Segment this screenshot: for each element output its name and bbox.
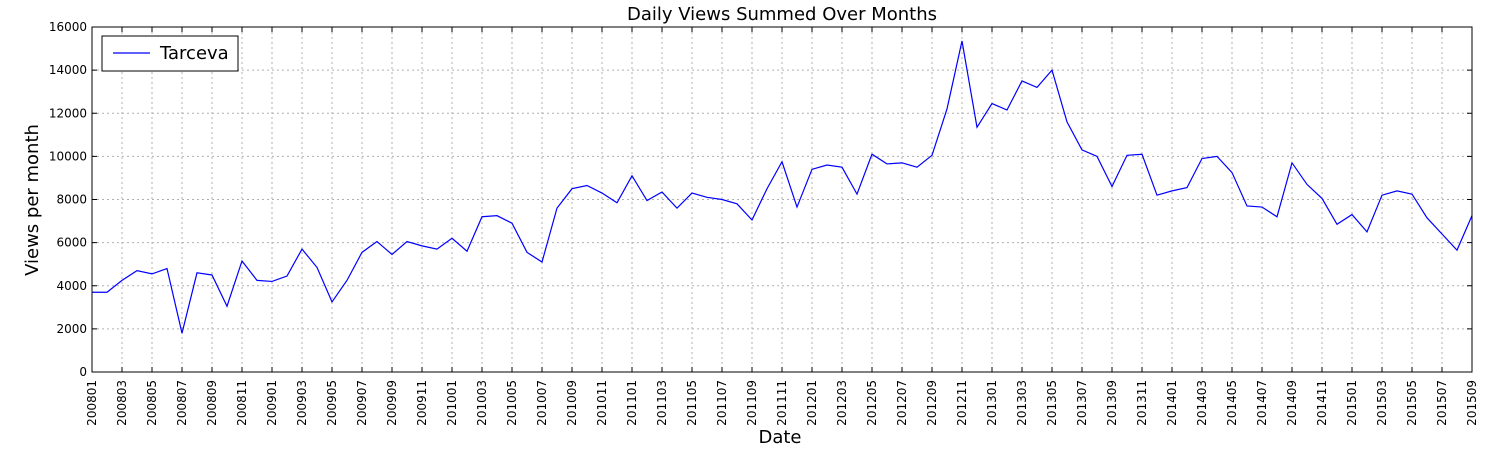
y-tick-label: 14000 [49, 63, 87, 77]
x-tick-label: 201101 [625, 380, 639, 426]
x-tick-label: 201401 [1165, 380, 1179, 426]
x-tick-label: 200809 [205, 380, 219, 426]
y-tick-label: 16000 [49, 20, 87, 34]
x-tick-label: 201009 [565, 380, 579, 426]
x-tick-label: 201407 [1255, 380, 1269, 426]
x-tick-label: 201305 [1045, 380, 1059, 426]
x-tick-label: 201409 [1285, 380, 1299, 426]
legend: Tarceva [101, 35, 239, 72]
x-tick-label: 201005 [505, 380, 519, 426]
x-tick-label: 201309 [1105, 380, 1119, 426]
x-tick-label: 201211 [955, 380, 969, 426]
x-tick-label: 201207 [895, 380, 909, 426]
x-tick-label: 200805 [145, 380, 159, 426]
x-tick-label: 201503 [1375, 380, 1389, 426]
x-tick-label: 200911 [415, 380, 429, 426]
x-tick-label: 201107 [715, 380, 729, 426]
x-tick-label: 200903 [295, 380, 309, 426]
axis-ticks [91, 26, 1473, 373]
x-tick-label: 200801 [85, 380, 99, 426]
x-tick-label: 201111 [775, 380, 789, 426]
x-tick-label: 200811 [235, 380, 249, 426]
y-tick-label: 6000 [56, 236, 87, 250]
x-tick-label: 200909 [385, 380, 399, 426]
grid-lines [92, 27, 1472, 372]
x-tick-label: 201403 [1195, 380, 1209, 426]
x-tick-label: 201001 [445, 380, 459, 426]
legend-label: Tarceva [159, 43, 229, 64]
x-tick-label: 201209 [925, 380, 939, 426]
x-tick-label: 200901 [265, 380, 279, 426]
x-tick-label: 201203 [835, 380, 849, 426]
plot-frame [91, 26, 1473, 373]
y-tick-label: 10000 [49, 149, 87, 163]
x-tick-labels: 200801 200803 200805 200807 200809 200811 2009… [85, 380, 1479, 426]
x-tick-label: 201311 [1135, 380, 1149, 426]
series-line-tarceva [92, 40, 1473, 334]
x-axis-label: Date [758, 427, 801, 448]
y-tick-label: 4000 [56, 279, 87, 293]
x-tick-label: 201201 [805, 380, 819, 426]
x-tick-label: 201003 [475, 380, 489, 426]
y-axis-label: Views per month [22, 124, 43, 276]
x-tick-label: 201411 [1315, 380, 1329, 426]
chart-title: Daily Views Summed Over Months [627, 4, 937, 25]
x-tick-label: 201301 [985, 380, 999, 426]
x-tick-label: 201505 [1405, 380, 1419, 426]
x-tick-label: 201507 [1435, 380, 1449, 426]
x-tick-label: 200803 [115, 380, 129, 426]
y-tick-label: 2000 [56, 322, 87, 336]
x-tick-label: 201501 [1345, 380, 1359, 426]
x-tick-label: 200907 [355, 380, 369, 426]
x-tick-label: 201205 [865, 380, 879, 426]
y-tick-label: 12000 [49, 106, 87, 120]
x-tick-label: 201109 [745, 380, 759, 426]
x-tick-label: 201011 [595, 380, 609, 426]
x-tick-label: 201509 [1465, 380, 1479, 426]
y-tick-label: 0 [79, 365, 87, 379]
x-tick-label: 201007 [535, 380, 549, 426]
x-tick-label: 201303 [1015, 380, 1029, 426]
x-tick-label: 200905 [325, 380, 339, 426]
y-tick-labels: 0 2000 4000 6000 8000 10000 12000 14000 16000 [49, 20, 87, 379]
x-tick-label: 201103 [655, 380, 669, 426]
x-tick-label: 201307 [1075, 380, 1089, 426]
x-tick-label: 200807 [175, 380, 189, 426]
x-tick-label: 201405 [1225, 380, 1239, 426]
x-tick-label: 201105 [685, 380, 699, 426]
y-tick-label: 8000 [56, 193, 87, 207]
